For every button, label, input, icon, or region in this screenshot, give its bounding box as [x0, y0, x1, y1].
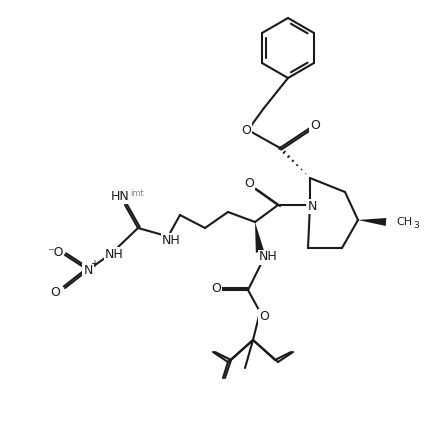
Text: NH: NH — [259, 251, 277, 263]
Text: O: O — [259, 309, 269, 322]
Text: ⁻O: ⁻O — [47, 246, 63, 259]
Polygon shape — [358, 218, 386, 226]
Text: NH: NH — [105, 247, 123, 260]
Text: +: + — [90, 259, 98, 269]
Polygon shape — [255, 222, 264, 253]
Text: O: O — [244, 176, 254, 189]
Text: O: O — [241, 124, 251, 136]
Text: N: N — [307, 200, 317, 213]
Text: imt: imt — [130, 189, 144, 197]
Text: HN: HN — [111, 189, 129, 203]
Text: CH: CH — [396, 217, 412, 227]
Text: O: O — [211, 282, 221, 295]
Text: NH: NH — [161, 233, 181, 246]
Text: 3: 3 — [413, 221, 419, 230]
Text: N: N — [83, 263, 93, 276]
Text: O: O — [50, 287, 60, 300]
Text: O: O — [310, 119, 320, 132]
